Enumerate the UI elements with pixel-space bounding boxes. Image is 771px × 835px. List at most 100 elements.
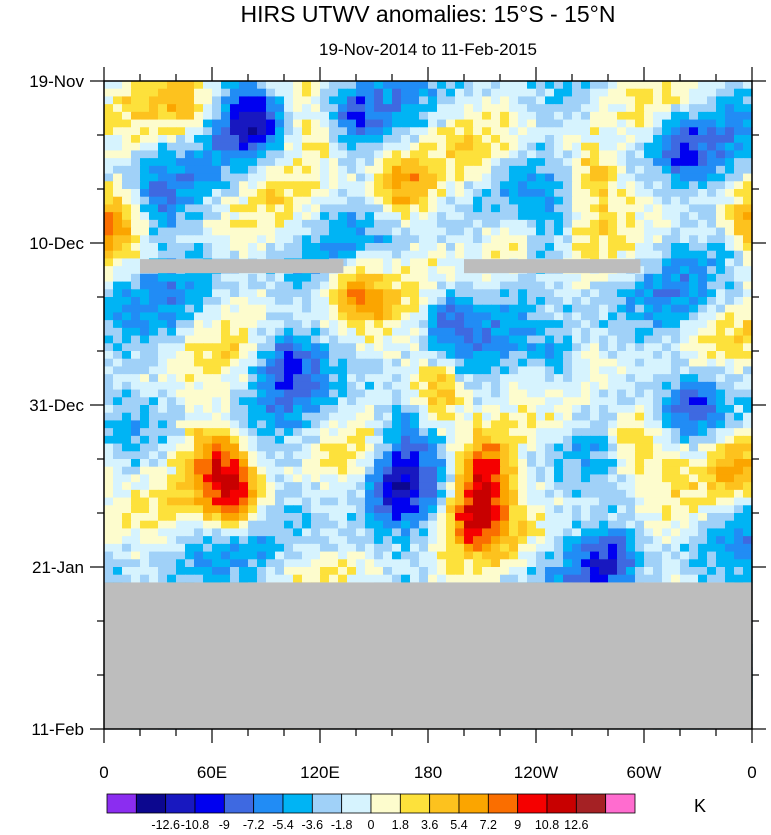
field-cell	[635, 250, 645, 260]
field-cell	[572, 281, 582, 290]
field-cell	[392, 289, 402, 298]
field-cell	[419, 258, 429, 267]
field-cell	[257, 389, 267, 398]
field-cell	[203, 559, 213, 568]
field-cell	[212, 281, 222, 290]
field-cell	[707, 181, 717, 190]
field-cell	[734, 567, 744, 576]
field-cell	[410, 119, 420, 128]
field-cell	[284, 343, 294, 352]
field-cell	[131, 212, 141, 221]
field-cell	[473, 81, 483, 90]
field-cell	[185, 412, 195, 422]
field-cell	[725, 127, 735, 136]
field-cell	[716, 219, 726, 229]
field-cell	[716, 405, 726, 414]
field-cell	[455, 543, 465, 553]
field-cell	[446, 397, 456, 406]
field-cell	[653, 366, 663, 375]
field-cell	[203, 212, 213, 221]
field-cell	[104, 96, 114, 105]
field-cell	[104, 466, 114, 476]
field-cell	[329, 343, 339, 352]
field-cell	[734, 466, 744, 476]
field-cell	[374, 135, 384, 144]
field-cell	[617, 528, 627, 537]
field-cell	[725, 119, 735, 128]
field-cell	[302, 273, 312, 283]
field-cell	[356, 235, 366, 244]
field-cell	[419, 420, 429, 429]
field-cell	[401, 343, 411, 352]
field-cell	[230, 150, 240, 159]
field-cell	[275, 412, 285, 422]
field-cell	[176, 543, 186, 553]
field-cell	[626, 405, 636, 414]
field-cell	[680, 497, 690, 506]
field-cell	[149, 104, 159, 113]
field-cell	[383, 405, 393, 414]
field-cell	[500, 351, 510, 360]
field-cell	[284, 273, 294, 283]
field-cell	[446, 119, 456, 128]
field-cell	[176, 497, 186, 506]
field-cell	[329, 289, 339, 298]
field-cell	[167, 297, 177, 306]
field-cell	[239, 250, 249, 260]
field-cell	[284, 443, 294, 452]
field-cell	[212, 235, 222, 244]
field-cell	[707, 111, 717, 121]
field-cell	[482, 489, 492, 499]
field-cell	[437, 435, 447, 445]
field-cell	[374, 505, 384, 514]
field-cell	[230, 289, 240, 298]
field-cell	[455, 304, 465, 314]
field-cell	[329, 520, 339, 530]
field-cell	[446, 189, 456, 198]
field-cell	[680, 219, 690, 229]
field-cell	[284, 459, 294, 468]
field-cell	[176, 351, 186, 360]
field-cell	[194, 312, 204, 321]
field-cell	[563, 111, 573, 121]
field-cell	[275, 520, 285, 530]
field-cell	[401, 196, 411, 206]
field-cell	[257, 111, 267, 121]
field-cell	[635, 451, 645, 460]
field-cell	[734, 181, 744, 190]
field-cell	[347, 189, 357, 198]
field-cell	[293, 88, 303, 98]
field-cell	[482, 474, 492, 483]
field-cell	[365, 343, 375, 352]
field-cell	[536, 520, 546, 530]
field-cell	[437, 212, 447, 221]
field-cell	[284, 289, 294, 298]
field-cell	[671, 559, 681, 568]
field-cell	[257, 289, 267, 298]
field-cell	[239, 165, 249, 175]
field-cell	[239, 104, 249, 113]
field-cell	[554, 420, 564, 429]
field-cell	[590, 243, 600, 252]
field-cell	[230, 142, 240, 152]
field-cell	[203, 289, 213, 298]
field-cell	[545, 513, 555, 522]
field-cell	[725, 435, 735, 445]
field-cell	[608, 219, 618, 229]
field-cell	[626, 513, 636, 522]
field-cell	[257, 381, 267, 391]
field-cell	[257, 428, 267, 437]
field-cell	[662, 320, 672, 329]
field-cell	[410, 335, 420, 344]
field-cell	[734, 559, 744, 568]
field-cell	[392, 219, 402, 229]
field-cell	[563, 312, 573, 321]
field-cell	[212, 397, 222, 406]
field-cell	[509, 420, 519, 429]
field-cell	[419, 443, 429, 452]
field-cell	[122, 366, 132, 375]
field-cell	[599, 435, 609, 445]
field-cell	[563, 273, 573, 283]
field-cell	[446, 513, 456, 522]
field-cell	[230, 528, 240, 537]
